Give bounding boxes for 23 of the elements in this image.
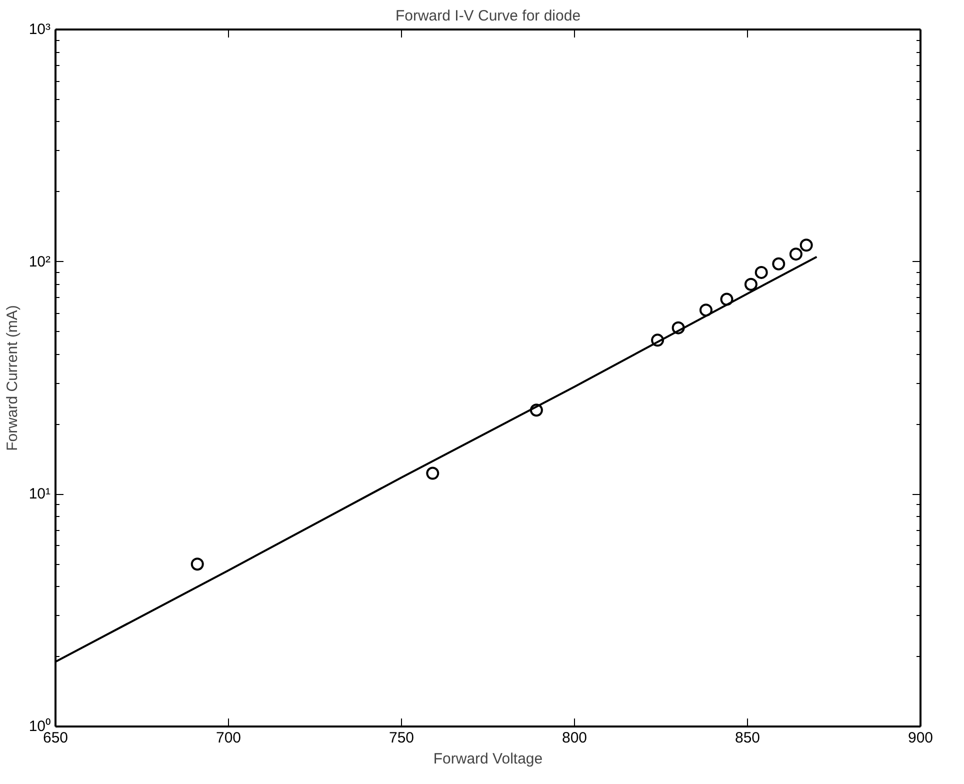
x-tick-label: 850 xyxy=(734,730,760,746)
x-axis-title: Forward Voltage xyxy=(433,750,543,768)
point xyxy=(699,304,712,317)
point xyxy=(190,558,204,571)
x-tick-label: 900 xyxy=(908,730,934,746)
y-tick-label: 10² xyxy=(28,253,51,270)
point xyxy=(789,248,802,261)
y-axis-title: Forward Current (mA) xyxy=(4,305,21,451)
point xyxy=(530,404,543,417)
y-tick-label: 10¹ xyxy=(28,486,51,503)
point xyxy=(426,466,440,480)
y-tick-label: 10³ xyxy=(28,21,51,38)
point xyxy=(800,238,813,252)
point xyxy=(672,321,685,334)
x-tick-label: 750 xyxy=(388,730,414,746)
point xyxy=(754,266,768,279)
chart-title: Forward I-V Curve for diode xyxy=(395,8,581,24)
x-tick-label: 800 xyxy=(562,730,588,746)
x-tick-label: 700 xyxy=(216,730,242,746)
point xyxy=(744,278,758,291)
point xyxy=(720,292,734,306)
point xyxy=(651,334,664,347)
point xyxy=(772,257,786,270)
